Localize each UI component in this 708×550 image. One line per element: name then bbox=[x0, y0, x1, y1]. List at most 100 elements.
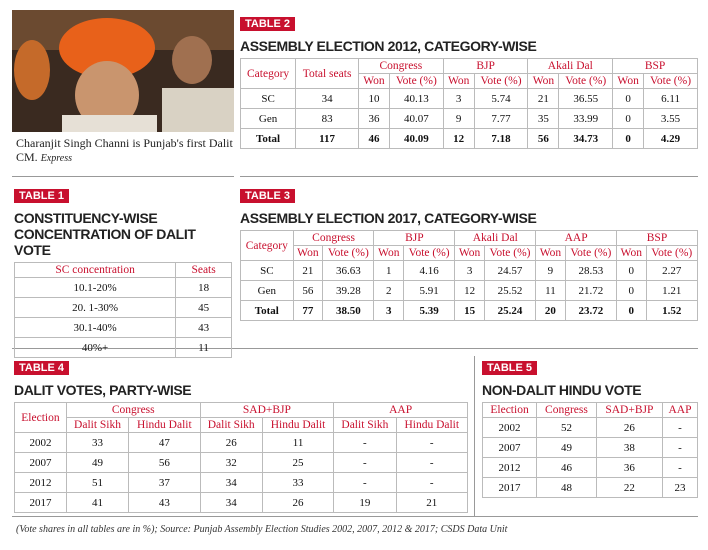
photo-caption: Charanjit Singh Channi is Punjab's first… bbox=[16, 136, 236, 166]
table-cell: 26 bbox=[595, 417, 664, 438]
column-subheader: Won bbox=[442, 73, 475, 89]
divider bbox=[474, 356, 475, 516]
table-title: DALIT VOTES, PARTY-WISE bbox=[14, 382, 192, 398]
table-cell: 23.72 bbox=[564, 300, 618, 321]
table-cell: 2002 bbox=[481, 417, 538, 438]
column-subheader: Dalit Sikh bbox=[65, 417, 130, 433]
column-header: SC concentration bbox=[13, 262, 177, 278]
table-cell: 12 bbox=[442, 128, 475, 149]
table-title: ASSEMBLY ELECTION 2012, CATEGORY-WISE bbox=[240, 38, 537, 54]
header-row: Election Congress SAD+BJP AAP bbox=[14, 402, 468, 433]
table-cell: 21.72 bbox=[564, 280, 618, 301]
table-row: 2007 49 38- bbox=[481, 437, 698, 458]
divider bbox=[240, 176, 698, 177]
table-row: SC 21 36.63 1 4.16 3 24.57 9 28.53 0 2.27 bbox=[240, 260, 699, 281]
column-header: SAD+BJP bbox=[199, 402, 335, 418]
divider bbox=[12, 516, 698, 517]
table-cell: - bbox=[333, 472, 397, 493]
table-cell: 4.16 bbox=[402, 260, 456, 281]
column-subheader: Vote (%) bbox=[564, 245, 618, 261]
column-header: BJP bbox=[442, 58, 529, 74]
table-cell: 35 bbox=[527, 108, 560, 129]
table-cell: - bbox=[662, 457, 698, 478]
table-row: Gen 56 39.28 2 5.91 12 25.52 11 21.72 0 1.21 bbox=[240, 280, 699, 301]
table-cell: 20. 1-30% bbox=[13, 297, 177, 318]
table-cell: 38 bbox=[595, 437, 664, 458]
column-header: BSP bbox=[616, 230, 698, 246]
table-title: CONSTITUENCY-WISE CONCENTRATION OF DALIT… bbox=[14, 210, 196, 258]
table-cell: 36 bbox=[595, 457, 664, 478]
table-cell: Gen bbox=[239, 108, 297, 129]
table-row: 2017 48 22 23 bbox=[481, 477, 698, 498]
table-cell: 117 bbox=[295, 128, 359, 149]
table-cell: 52 bbox=[536, 417, 597, 438]
table-cell: 3 bbox=[454, 260, 485, 281]
table-cell: 49 bbox=[65, 452, 130, 473]
table-cell: 34.73 bbox=[558, 128, 614, 149]
column-header: Congress bbox=[65, 402, 201, 418]
photo-credit: Express bbox=[40, 153, 72, 164]
caption-text: Charanjit Singh Channi is Punjab's first… bbox=[16, 136, 233, 164]
subheader-row: Won Vote (%) Won Vote (%) Won Vote (%) Won Vote… bbox=[241, 245, 699, 261]
table-cell: 43 bbox=[128, 492, 201, 513]
table-label: TABLE 2 bbox=[240, 17, 296, 31]
table-cell: 39.28 bbox=[322, 280, 375, 301]
table-cell: SC bbox=[240, 260, 294, 281]
table-cell: 77 bbox=[292, 300, 324, 321]
table-cell: 5.91 bbox=[402, 280, 456, 301]
table-cell: - bbox=[662, 417, 698, 438]
table-cell: 40%+ bbox=[13, 337, 177, 358]
table-block: TABLE 3 ASSEMBLY ELECTION 2017, CATEGORY-… bbox=[240, 186, 699, 321]
column-subheader: Won bbox=[292, 245, 324, 261]
column-header: Seats bbox=[175, 262, 232, 278]
column-header: AAP bbox=[535, 230, 618, 246]
table-cell: 20 bbox=[535, 300, 566, 321]
table-cell: 41 bbox=[65, 492, 130, 513]
table-cell: 21 bbox=[527, 88, 560, 109]
table-block: TABLE 2 ASSEMBLY ELECTION 2012, CATEGORY-… bbox=[239, 14, 698, 149]
table-row: 2017 41 43 34 26 19 21 bbox=[14, 492, 468, 513]
table-cell: 28.53 bbox=[564, 260, 618, 281]
table-cell: 0 bbox=[612, 88, 645, 109]
column-header: Total seats bbox=[295, 58, 359, 89]
table-cell: 19 bbox=[333, 492, 397, 513]
table-cell: 2017 bbox=[14, 492, 67, 513]
table-cell: 7.77 bbox=[473, 108, 529, 129]
table-cell: 11 bbox=[535, 280, 566, 301]
column-header: BJP bbox=[373, 230, 456, 246]
table-row: Gen 83 36 40.07 9 7.77 35 33.99 0 3.55 bbox=[239, 108, 698, 129]
table-cell: 24.57 bbox=[483, 260, 537, 281]
table-cell: - bbox=[333, 452, 397, 473]
table-cell: 40.07 bbox=[388, 108, 444, 129]
table-cell: 1 bbox=[373, 260, 404, 281]
table-title: NON-DALIT HINDU VOTE bbox=[482, 382, 642, 398]
table-cell: 22 bbox=[595, 477, 664, 498]
column-header: Akali Dal bbox=[454, 230, 537, 246]
column-header: Congress bbox=[357, 58, 444, 74]
table-cell: 45 bbox=[175, 297, 232, 318]
photo-image bbox=[12, 10, 234, 135]
table-cell: 56 bbox=[128, 452, 201, 473]
column-header: Category bbox=[239, 58, 297, 89]
subheader-row: Dalit Sikh Hindu Dalit Dalit Sikh Hindu Dal… bbox=[15, 417, 468, 433]
table-cell: 32 bbox=[199, 452, 263, 473]
table-cell: 21 bbox=[395, 492, 468, 513]
table-cell: 56 bbox=[527, 128, 560, 149]
column-subheader: Vote (%) bbox=[483, 245, 537, 261]
table-cell: 3 bbox=[373, 300, 404, 321]
column-header: Congress bbox=[292, 230, 375, 246]
table-cell: 9 bbox=[535, 260, 566, 281]
column-subheader: Won bbox=[357, 73, 390, 89]
table-cell: 83 bbox=[295, 108, 359, 129]
table-row: SC 34 10 40.13 3 5.74 21 36.55 0 6.11 bbox=[239, 88, 698, 109]
table-cell: 25 bbox=[261, 452, 335, 473]
column-subheader: Hindu Dalit bbox=[128, 417, 201, 433]
table-cell: 15 bbox=[454, 300, 485, 321]
table-cell: 26 bbox=[199, 432, 263, 453]
table-row: 2002 33 47 26 11- - bbox=[14, 432, 468, 453]
table-row: 2012 51 37 34 33- - bbox=[14, 472, 468, 493]
table-cell: 40.13 bbox=[388, 88, 444, 109]
column-subheader: Vote (%) bbox=[402, 245, 456, 261]
table-row: 2002 52 26- bbox=[481, 417, 698, 438]
table-cell: 10.1-20% bbox=[13, 277, 177, 298]
